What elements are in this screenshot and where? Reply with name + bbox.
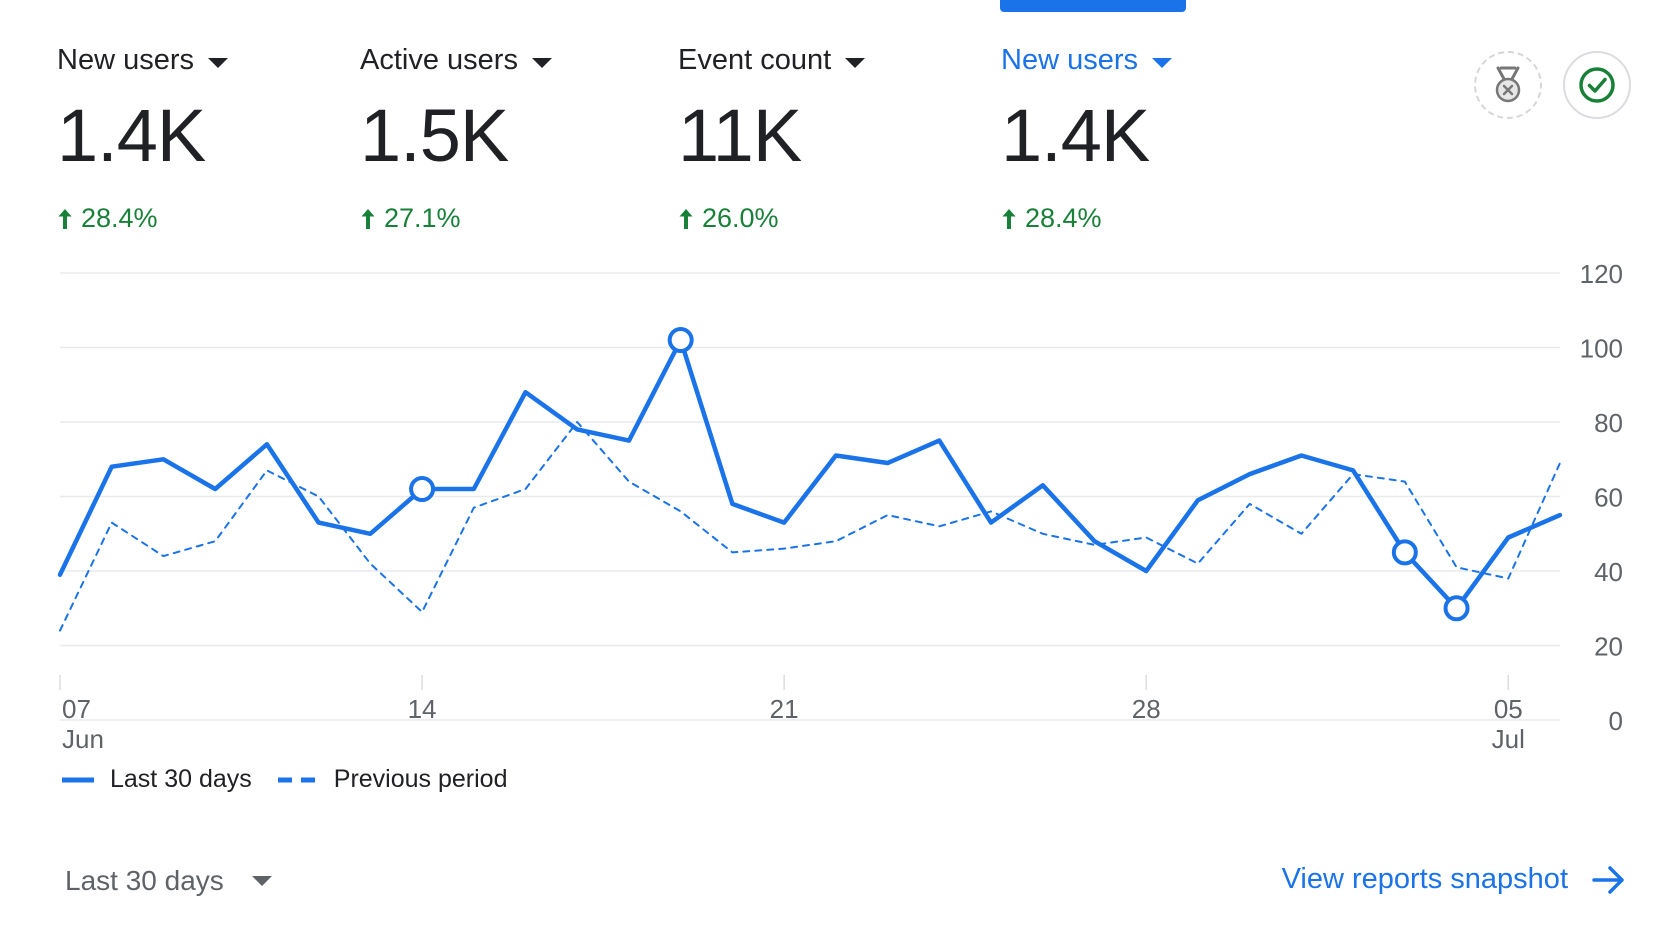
metric-change: 28.4%: [1001, 203, 1172, 234]
caret-down-icon: [251, 876, 272, 886]
metric-change: 26.0%: [678, 203, 865, 234]
x-tick-label: 21: [770, 694, 799, 724]
metric-value: 1.5K: [360, 94, 509, 177]
legend-item-previous-period[interactable]: Previous period: [277, 765, 508, 794]
metric-selector[interactable]: Event count: [678, 44, 866, 77]
y-tick-label: 20: [1594, 632, 1623, 662]
date-range-dropdown[interactable]: Last 30 days: [65, 865, 272, 897]
arrow-up-icon: [361, 208, 375, 229]
metric-selector[interactable]: New users: [1001, 44, 1172, 77]
y-tick-label: 120: [1580, 259, 1623, 289]
arrow-up-icon: [58, 208, 72, 229]
metric-change-value: 26.0%: [702, 203, 779, 233]
y-tick-label: 0: [1609, 706, 1623, 736]
data-point-marker: [1391, 539, 1418, 566]
legend-dashed-line-icon: [277, 777, 318, 782]
y-tick-label: 60: [1594, 483, 1623, 513]
legend-label: Last 30 days: [110, 765, 252, 793]
view-reports-snapshot-link[interactable]: View reports snapshot: [1282, 863, 1626, 896]
chart-legend: Last 30 days Previous period: [62, 765, 533, 794]
legend-solid-line-icon: [62, 777, 94, 782]
metric-label: New users: [1001, 44, 1138, 76]
data-point-marker: [667, 327, 694, 354]
caret-down-icon: [531, 57, 552, 68]
x-tick-label: 07: [62, 694, 91, 724]
data-point-marker: [409, 476, 436, 503]
caret-down-icon: [1152, 57, 1172, 68]
legend-item-last-30-days[interactable]: Last 30 days: [62, 765, 252, 794]
series-line-previous-period: [59, 421, 1561, 632]
achievement-button[interactable]: [1474, 51, 1542, 119]
x-tick-sublabel: Jul: [1492, 724, 1525, 750]
metric-card-active-users[interactable]: Active users 1.5K 27.1%: [360, 44, 552, 234]
y-tick-label: 100: [1580, 334, 1623, 364]
metric-selector[interactable]: New users: [57, 44, 228, 77]
series-line-last-30-days: [57, 337, 1563, 611]
check-circle-icon: [1579, 67, 1615, 103]
metric-value: 1.4K: [1001, 94, 1150, 177]
arrow-up-icon: [1002, 208, 1016, 229]
metric-card-new-users[interactable]: New users 1.4K 28.4%: [57, 44, 228, 234]
legend-label: Previous period: [333, 765, 508, 793]
metric-change-value: 28.4%: [1025, 203, 1102, 233]
achievement-badge-icon: [1495, 66, 1521, 103]
metric-label: Active users: [360, 44, 518, 76]
date-range-label: Last 30 days: [65, 865, 224, 896]
arrow-up-icon: [679, 208, 693, 229]
metric-card-new-users-selected[interactable]: New users 1.4K 28.4%: [1001, 44, 1172, 234]
metric-change: 27.1%: [360, 203, 552, 234]
x-tick-label: 28: [1132, 694, 1161, 724]
arrow-right-icon: [1592, 865, 1624, 894]
metric-value: 1.4K: [57, 94, 206, 177]
x-tick-label: 14: [408, 694, 437, 724]
metric-change-value: 27.1%: [384, 203, 461, 233]
metric-selector[interactable]: Active users: [360, 44, 552, 77]
data-point-marker: [1443, 595, 1470, 622]
x-tick-label: 05: [1494, 694, 1523, 724]
metric-change: 28.4%: [57, 203, 228, 234]
snapshot-link-label: View reports snapshot: [1281, 863, 1568, 895]
x-tick-sublabel: Jun: [62, 724, 104, 750]
y-tick-label: 80: [1594, 408, 1623, 438]
caret-down-icon: [208, 57, 228, 68]
status-check-button[interactable]: [1563, 51, 1631, 119]
metric-change-value: 28.4%: [81, 203, 158, 233]
caret-down-icon: [845, 57, 866, 68]
metric-label: New users: [57, 44, 194, 76]
metric-card-event-count[interactable]: Event count 11K 26.0%: [678, 44, 866, 234]
y-tick-label: 40: [1594, 557, 1623, 587]
metric-label: Event count: [678, 44, 832, 76]
metric-value: 11K: [678, 94, 802, 177]
active-tab-indicator: [1000, 0, 1186, 12]
